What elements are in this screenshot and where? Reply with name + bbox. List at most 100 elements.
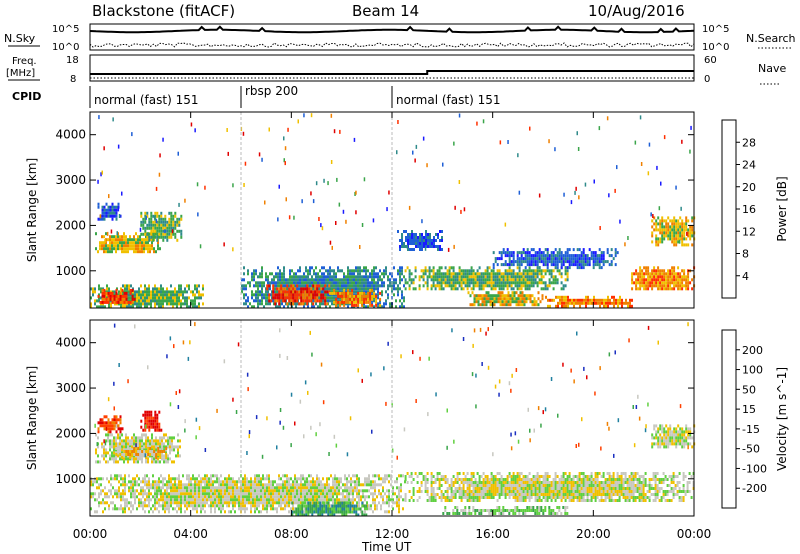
data-cell bbox=[368, 480, 370, 484]
data-cell bbox=[269, 272, 271, 276]
data-cell bbox=[372, 498, 374, 502]
data-cell bbox=[121, 235, 123, 239]
data-cell bbox=[347, 297, 350, 301]
data-cell bbox=[532, 272, 535, 276]
data-cell bbox=[158, 223, 161, 227]
data-cell bbox=[262, 483, 264, 487]
data-cell bbox=[503, 297, 506, 301]
data-cell bbox=[490, 287, 493, 291]
data-cell bbox=[444, 284, 447, 288]
data-cell bbox=[667, 278, 670, 282]
data-cell bbox=[308, 287, 311, 291]
data-cell bbox=[552, 260, 555, 264]
data-cell bbox=[468, 275, 471, 279]
data-cell bbox=[351, 275, 353, 279]
data-cell bbox=[186, 296, 188, 300]
data-cell bbox=[146, 214, 149, 218]
data-cell bbox=[218, 483, 220, 487]
data-cell bbox=[319, 305, 321, 309]
data-cell bbox=[466, 275, 469, 279]
data-cell bbox=[116, 474, 118, 478]
data-cell bbox=[497, 294, 500, 298]
data-cell bbox=[158, 217, 161, 221]
data-cell bbox=[363, 275, 365, 279]
data-cell bbox=[661, 234, 664, 238]
data-cell bbox=[274, 293, 277, 297]
data-point bbox=[194, 128, 196, 133]
data-cell bbox=[226, 501, 228, 505]
data-cell bbox=[691, 278, 694, 282]
data-cell bbox=[214, 501, 216, 505]
y-tick-label: 4000 bbox=[55, 128, 86, 142]
data-cell bbox=[586, 254, 589, 258]
data-cell bbox=[352, 480, 354, 484]
data-cell bbox=[416, 490, 419, 493]
data-cell bbox=[439, 245, 441, 248]
data-cell bbox=[277, 305, 279, 309]
data-cell bbox=[305, 269, 307, 273]
data-cell bbox=[308, 480, 310, 484]
data-cell bbox=[298, 501, 300, 505]
data-cell bbox=[268, 498, 270, 502]
data-cell bbox=[148, 284, 150, 288]
data-cell bbox=[184, 492, 186, 496]
data-cell bbox=[362, 483, 364, 487]
data-cell bbox=[299, 275, 301, 279]
data-cell bbox=[329, 299, 331, 303]
freq-label: Freq. bbox=[12, 56, 37, 67]
data-cell bbox=[162, 290, 164, 294]
data-cell bbox=[365, 278, 367, 282]
data-cell bbox=[134, 489, 136, 493]
data-cell bbox=[420, 481, 423, 484]
data-cell bbox=[496, 263, 499, 267]
data-cell bbox=[142, 290, 144, 294]
data-cell bbox=[291, 305, 293, 309]
data-cell bbox=[172, 486, 174, 490]
data-cell bbox=[279, 284, 281, 288]
data-cell bbox=[361, 278, 363, 282]
data-cell bbox=[669, 231, 672, 235]
data-cell bbox=[663, 272, 666, 276]
data-point bbox=[244, 161, 247, 166]
data-cell bbox=[118, 507, 120, 511]
data-cell bbox=[518, 266, 521, 270]
data-cell bbox=[290, 477, 292, 481]
data-cell bbox=[420, 484, 423, 487]
data-cell bbox=[128, 290, 130, 294]
data-cell bbox=[308, 498, 310, 502]
data-cell bbox=[192, 489, 194, 493]
data-cell bbox=[544, 284, 547, 288]
data-cell bbox=[365, 293, 367, 297]
data-cell bbox=[319, 275, 321, 279]
data-cell bbox=[520, 281, 523, 285]
data-cell bbox=[342, 498, 344, 502]
data-cell bbox=[424, 475, 427, 478]
data-cell bbox=[190, 504, 192, 508]
data-cell bbox=[651, 231, 654, 235]
data-cell bbox=[381, 272, 383, 276]
data-cell bbox=[395, 281, 397, 285]
data-cell bbox=[591, 298, 593, 302]
data-cell bbox=[389, 284, 391, 288]
data-point bbox=[268, 127, 270, 132]
data-cell bbox=[196, 501, 198, 505]
scatter-region bbox=[467, 291, 544, 307]
data-cell bbox=[156, 226, 159, 230]
data-cell bbox=[438, 278, 441, 282]
data-cell bbox=[136, 296, 138, 300]
data-cell bbox=[645, 284, 648, 288]
data-cell bbox=[512, 251, 515, 255]
data-cell bbox=[256, 498, 258, 502]
data-cell bbox=[240, 498, 242, 502]
data-cell bbox=[144, 296, 146, 300]
data-cell bbox=[176, 217, 179, 221]
data-cell bbox=[344, 495, 346, 499]
data-cell bbox=[530, 260, 533, 264]
data-cell bbox=[558, 248, 561, 252]
data-cell bbox=[186, 290, 188, 294]
data-cell bbox=[109, 241, 111, 245]
data-cell bbox=[673, 275, 676, 279]
data-cell bbox=[524, 266, 527, 270]
data-cell bbox=[113, 300, 116, 304]
data-cell bbox=[314, 293, 317, 297]
